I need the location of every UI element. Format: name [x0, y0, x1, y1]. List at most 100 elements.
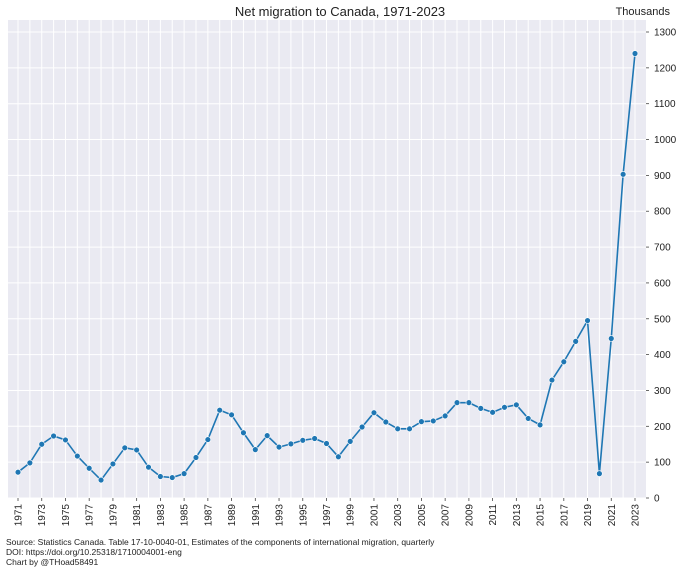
data-point — [157, 473, 164, 480]
y-tick-label: 900 — [654, 171, 671, 182]
data-point — [85, 465, 93, 472]
y-tick-label: 0 — [654, 494, 660, 505]
data-point — [275, 443, 283, 451]
data-point — [109, 460, 117, 468]
data-point — [358, 423, 366, 431]
y-tick-label: 300 — [654, 386, 671, 397]
data-point — [560, 358, 568, 365]
x-tick-label: 2021 — [607, 504, 618, 527]
x-tick-label: 1977 — [85, 504, 96, 527]
y-tick-label: 1300 — [654, 28, 677, 39]
data-point — [216, 406, 223, 414]
x-tick-label: 2023 — [631, 504, 642, 527]
data-point — [133, 446, 140, 454]
x-tick-label: 1971 — [14, 504, 25, 527]
x-tick-label: 1979 — [108, 504, 119, 527]
y-tick-label: 200 — [654, 422, 671, 433]
x-tick-label: 1983 — [156, 504, 167, 527]
data-point — [252, 446, 259, 453]
chart-title: Net migration to Canada, 1971-2023 — [234, 4, 446, 19]
data-point — [382, 418, 390, 426]
data-point — [572, 338, 579, 345]
x-tick-label: 1991 — [251, 504, 262, 527]
data-point — [501, 404, 508, 411]
data-point — [299, 437, 306, 444]
data-point — [394, 425, 401, 433]
x-tick-label: 1975 — [61, 504, 72, 527]
data-point — [145, 463, 152, 471]
data-point — [370, 409, 378, 416]
x-tick-label: 1995 — [298, 504, 309, 527]
data-point — [453, 399, 461, 406]
data-point — [608, 335, 615, 342]
x-tick-label: 2019 — [583, 504, 594, 527]
x-tick-label: 2015 — [536, 504, 547, 527]
data-point — [14, 468, 22, 476]
data-point — [596, 470, 603, 477]
x-tick-label: 2007 — [441, 504, 452, 527]
data-point — [38, 441, 45, 448]
y-tick-label: 1000 — [654, 135, 677, 146]
data-point — [513, 401, 520, 408]
data-point — [287, 440, 295, 448]
x-tick-label: 1985 — [180, 504, 191, 527]
data-point — [169, 474, 176, 481]
data-point — [192, 454, 200, 461]
x-tick-label: 2003 — [393, 504, 404, 527]
data-point — [323, 440, 330, 447]
y-tick-label: 800 — [654, 207, 671, 218]
data-point — [430, 417, 437, 425]
data-point — [465, 399, 473, 406]
y-tick-label: 500 — [654, 314, 671, 325]
y-tick-label: 1200 — [654, 63, 677, 74]
y-tick-label: 1100 — [654, 99, 676, 110]
x-tick-label: 1987 — [203, 504, 214, 527]
x-tick-label: 1999 — [346, 504, 357, 527]
source-note: Source: Statistics Canada. Table 17-10-0… — [6, 537, 434, 567]
data-point — [74, 452, 81, 460]
data-point — [489, 409, 496, 416]
data-point — [240, 429, 247, 436]
y-tick-label: 600 — [654, 278, 671, 289]
y-tick-label: 700 — [654, 243, 671, 254]
x-tick-label: 1973 — [37, 504, 48, 527]
x-tick-label: 2017 — [559, 504, 570, 527]
data-point — [525, 415, 532, 422]
source-line: Source: Statistics Canada. Table 17-10-0… — [6, 537, 435, 547]
x-tick-label: 1989 — [227, 504, 238, 527]
data-point — [548, 376, 556, 384]
data-point — [619, 171, 627, 178]
data-point — [441, 412, 449, 420]
y-axis-unit-label: Thousands — [615, 6, 670, 18]
x-tick-label: 2013 — [512, 504, 523, 527]
data-point — [263, 432, 271, 439]
data-point — [631, 50, 639, 57]
data-point — [347, 438, 354, 445]
y-tick-label: 100 — [654, 458, 671, 469]
credit-line: Chart by @THoad58491 — [6, 557, 99, 567]
data-point — [62, 436, 69, 444]
x-tick-label: 1981 — [132, 504, 143, 527]
data-point — [228, 411, 235, 419]
data-point — [97, 476, 105, 484]
x-tick-label: 1997 — [322, 504, 333, 527]
data-point — [536, 421, 544, 429]
data-point — [204, 436, 212, 443]
data-point — [121, 444, 128, 452]
x-tick-label: 2009 — [464, 504, 475, 527]
data-point — [584, 317, 591, 324]
x-tick-label: 2001 — [369, 504, 380, 527]
doi-line: DOI: https://doi.org/10.25318/1710004001… — [6, 547, 182, 557]
data-point — [335, 453, 342, 460]
data-point — [50, 432, 57, 440]
data-point — [477, 405, 484, 412]
x-tick-label: 2005 — [417, 504, 428, 527]
data-point — [406, 425, 413, 433]
data-point — [418, 418, 425, 425]
data-point — [180, 470, 188, 477]
x-tick-label: 1993 — [275, 504, 286, 527]
x-tick-label: 2011 — [488, 504, 499, 526]
data-point — [26, 459, 34, 467]
y-tick-label: 400 — [654, 350, 671, 361]
